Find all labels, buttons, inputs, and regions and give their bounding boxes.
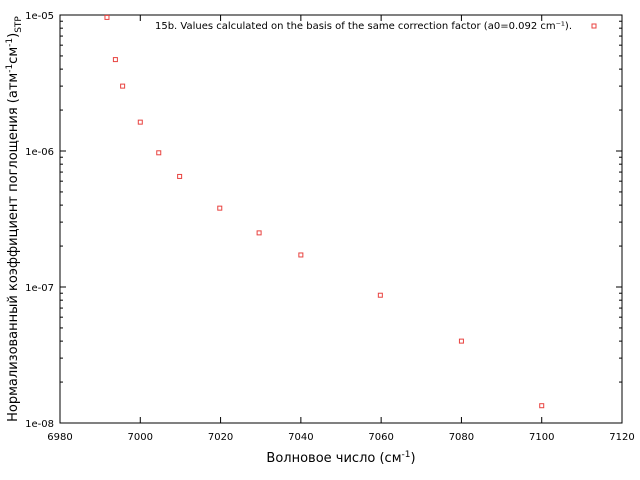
data-point xyxy=(112,57,118,63)
x-tick-label: 7040 xyxy=(288,432,313,443)
y-axis-title: Нормализованный коэффициент поглощения (… xyxy=(5,16,24,422)
data-points xyxy=(104,14,545,409)
plot-frame xyxy=(59,14,623,424)
data-point xyxy=(104,14,110,20)
x-tick-label: 7000 xyxy=(128,432,153,443)
data-point xyxy=(298,252,304,258)
data-point xyxy=(256,230,262,236)
y-tick-label: 1e-05 xyxy=(25,11,54,22)
y-tick-label: 1e-08 xyxy=(25,419,54,430)
x-axis-title: Волновое число (см-1) xyxy=(266,450,415,466)
data-point xyxy=(120,83,126,89)
data-point xyxy=(377,292,383,298)
data-point xyxy=(156,150,162,156)
x-tick-label: 7020 xyxy=(208,432,233,443)
data-point xyxy=(177,173,183,179)
x-tick-label: 7120 xyxy=(609,432,634,443)
x-tick-label: 6980 xyxy=(47,432,72,443)
data-point xyxy=(137,119,143,125)
x-tick-label: 7080 xyxy=(449,432,474,443)
data-point xyxy=(458,338,464,344)
data-point xyxy=(539,403,545,409)
y-tick-label: 1e-06 xyxy=(25,147,54,158)
y-tick-label: 1e-07 xyxy=(25,283,54,294)
x-tick-label: 7100 xyxy=(529,432,554,443)
y-axis-ticks: 1e-08 1e-07 1e-06 1e-05 xyxy=(25,11,622,430)
legend-marker xyxy=(591,23,597,29)
x-axis-ticks: 6980 7000 7020 7040 7060 7080 7100 7120 xyxy=(47,15,635,443)
data-point xyxy=(217,205,223,211)
legend-label: 15b. Values calculated on the basis of t… xyxy=(155,21,572,32)
x-tick-label: 7060 xyxy=(368,432,393,443)
